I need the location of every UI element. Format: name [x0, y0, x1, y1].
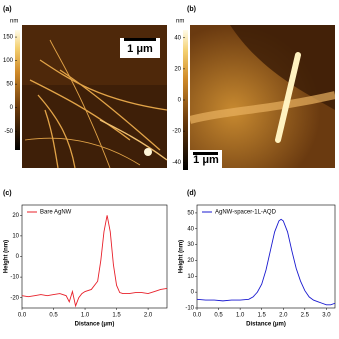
- x-tick-label: 1.5: [258, 313, 267, 319]
- colorbar-tick-label: 100: [3, 58, 14, 64]
- afm-image-b: [190, 25, 335, 168]
- x-tick-label: 1.5: [112, 313, 121, 319]
- x-tick-label: 3.0: [322, 313, 331, 319]
- x-tick-label: 2.0: [144, 313, 153, 319]
- scale-bar-label: 1 μm: [193, 154, 219, 166]
- y-tick-label: 50: [187, 211, 194, 217]
- y-tick-label: 20: [12, 213, 19, 219]
- scale-bar: [124, 38, 156, 41]
- x-tick-label: 2.5: [301, 313, 310, 319]
- colorbar-tick-label: 0: [178, 98, 182, 104]
- plot-frame: [196, 204, 336, 309]
- colorbar-tick-label: 150: [3, 35, 14, 41]
- y-axis-label: Height (nm): [179, 240, 185, 273]
- y-tick-label: -20: [10, 295, 19, 301]
- y-tick-label: 0: [16, 254, 20, 260]
- y-tick-label: -10: [185, 306, 194, 312]
- afm-image-a: [22, 25, 167, 168]
- data-line: [196, 218, 336, 306]
- colorbar-label: nm: [176, 19, 184, 25]
- plot-frame: [21, 204, 168, 309]
- y-axis-label: Height (nm): [4, 240, 10, 273]
- colorbar-tick-label: -40: [172, 160, 181, 166]
- x-tick-label: 0.0: [193, 313, 202, 319]
- colorbar-tick-label: 50: [6, 82, 13, 88]
- data-line: [21, 215, 168, 308]
- colorbar-tick-label: -50: [4, 129, 13, 135]
- x-tick-label: 1.0: [81, 313, 90, 319]
- x-tick-label: 0.5: [49, 313, 58, 319]
- legend-label: AgNW-spacer-1L-AQD: [215, 210, 277, 216]
- colorbar-tick-label: -20: [172, 129, 181, 135]
- y-tick-label: 40: [187, 226, 194, 232]
- x-axis-label: Distance (μm): [75, 322, 115, 328]
- legend-label: Bare AgNW: [40, 210, 72, 216]
- y-tick-label: 20: [187, 258, 194, 264]
- colorbar-tick-label: 40: [174, 35, 181, 41]
- scale-bar: [193, 152, 218, 155]
- y-tick-label: 30: [187, 242, 194, 248]
- x-tick-label: 0.0: [18, 313, 27, 319]
- colorbar-tick-label: 20: [174, 66, 181, 72]
- x-tick-label: 2.0: [279, 313, 288, 319]
- panel-label: (b): [187, 6, 196, 13]
- panel-label: (d): [187, 190, 196, 197]
- scale-bar-label: 1 μm: [127, 43, 153, 55]
- colorbar: [183, 30, 188, 170]
- x-tick-label: 0.5: [214, 313, 223, 319]
- y-tick-label: 10: [187, 274, 194, 280]
- y-tick-label: -10: [10, 275, 19, 281]
- panel-label: (c): [3, 190, 12, 197]
- y-tick-label: 10: [12, 233, 19, 239]
- x-tick-label: 1.0: [236, 313, 245, 319]
- y-tick-label: 0: [191, 290, 195, 296]
- colorbar-tick-label: 0: [10, 105, 14, 111]
- x-axis-label: Distance (μm): [246, 322, 286, 328]
- colorbar: [15, 30, 20, 150]
- panel-label: (a): [3, 6, 12, 13]
- colorbar-label: nm: [10, 19, 18, 25]
